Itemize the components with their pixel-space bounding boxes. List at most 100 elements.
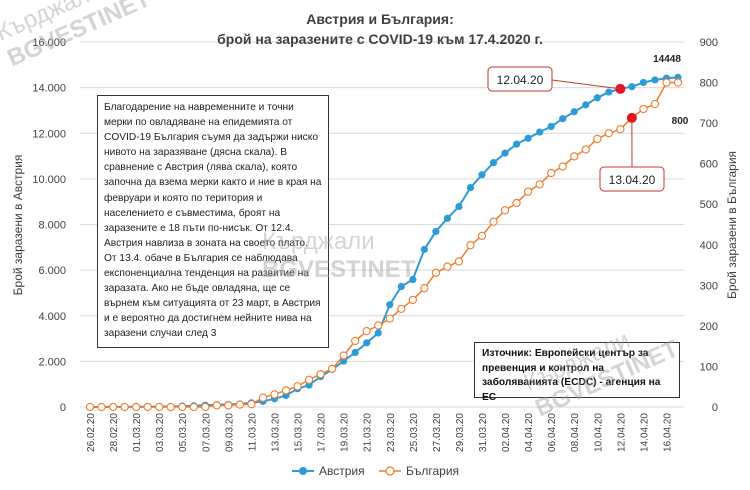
x-tick-label: 14.04.20	[639, 413, 650, 452]
x-tick-label: 05.03.20	[178, 413, 189, 452]
austria-data-point	[489, 159, 498, 167]
austria-data-point	[351, 348, 359, 357]
austria-data-point	[582, 101, 590, 109]
bulgaria-data-point	[639, 104, 648, 114]
callout-austria-box	[487, 66, 553, 92]
bulgaria-data-point	[477, 231, 487, 241]
bulgaria-data-point	[616, 125, 625, 134]
x-tick-label: 07.03.20	[201, 413, 212, 452]
x-tick-label: 08.04.20	[570, 413, 581, 452]
austria-data-point	[639, 78, 648, 87]
x-tick-label: 31.03.20	[478, 413, 489, 452]
bulgaria-data-point	[166, 402, 175, 412]
austria-data-point	[593, 94, 601, 102]
y-left-tick-label: 4.000	[38, 311, 66, 323]
austria-data-point	[363, 339, 371, 347]
x-tick-label: 29.03.20	[455, 413, 466, 452]
bulgaria-series-line	[90, 81, 678, 408]
x-tick-label: 25.03.20	[409, 413, 420, 452]
bulgaria-data-point	[327, 364, 337, 374]
callout-bulgaria-box	[599, 166, 665, 192]
y-left-tick-label: 0	[60, 402, 66, 414]
austria-data-point	[386, 301, 394, 309]
y-right-tick-label: 600	[700, 159, 718, 171]
bulgaria-data-point	[673, 78, 683, 87]
x-tick-label: 19.03.20	[340, 413, 351, 452]
legend-marker-bulgaria	[385, 466, 395, 476]
y-right-tick-label: 0	[712, 402, 718, 414]
x-tick-label: 09.03.20	[224, 413, 235, 452]
y-right-tick-label: 800	[700, 78, 718, 90]
bulgaria-data-point	[420, 284, 429, 293]
x-tick-label: 16.04.20	[662, 413, 673, 452]
chart-title-line2: брой на заразените с COVID-19 към 17.4.2…	[217, 31, 543, 47]
bulgaria-data-point	[593, 134, 602, 144]
austria-data-point	[559, 115, 567, 123]
x-tick-label: 21.03.20	[363, 413, 374, 452]
bulgaria-data-point	[650, 99, 660, 109]
legend-label-bulgaria: България	[406, 464, 459, 478]
bulgaria-data-point	[247, 400, 256, 409]
chart-title-line1: Австрия и България:	[306, 11, 454, 27]
bulgaria-data-point	[258, 393, 268, 402]
x-tick-label: 17.03.20	[317, 413, 328, 452]
y-right-tick-label: 200	[700, 321, 718, 333]
austria-data-point	[478, 171, 486, 179]
bulgaria-data-point	[131, 402, 141, 412]
bulgaria-data-point	[454, 257, 464, 266]
axes: 0 2.000 4.000 6.000 8.000 10.000 12.000 14.000 1…	[32, 37, 718, 452]
bulgaria-data-point	[339, 351, 348, 360]
bulgaria-data-point	[558, 162, 567, 171]
bulgaria-data-point	[281, 386, 291, 395]
bulgaria-data-point	[97, 402, 106, 412]
bulgaria-data-point	[535, 180, 544, 189]
x-tick-label: 23.03.20	[386, 413, 397, 452]
austria-data-point	[547, 122, 555, 131]
austria-data-point	[501, 149, 509, 157]
legend-marker-austria	[299, 467, 307, 475]
series	[85, 73, 683, 412]
bulgaria-end-label: 800	[672, 116, 689, 127]
austria-series-line	[90, 76, 679, 408]
austria-data-point	[455, 202, 463, 211]
bulgaria-data-point	[466, 241, 475, 250]
bulgaria-data-point	[523, 187, 533, 196]
y-right-tick-label: 500	[700, 199, 718, 211]
austria-data-point	[524, 134, 532, 142]
bulgaria-data-point	[374, 321, 383, 330]
bulgaria-data-point	[143, 402, 152, 412]
bulgaria-data-point	[385, 314, 394, 323]
austria-data-point	[340, 357, 348, 365]
bulgaria-data-point	[201, 402, 210, 412]
x-tick-label: 10.04.20	[593, 413, 604, 452]
austria-data-point	[512, 140, 521, 148]
austria-data-point	[651, 76, 659, 84]
source-box: Източник: Европейски център за превенция…	[474, 342, 680, 403]
x-tick-label: 12.04.20	[616, 413, 627, 452]
y-left-tick-label: 16.000	[32, 37, 66, 49]
legend-label-austria: Австрия	[319, 464, 365, 478]
bulgaria-data-point	[662, 78, 671, 87]
x-tick-label: 03.03.20	[155, 413, 166, 452]
x-tick-label: 27.03.20	[432, 413, 443, 452]
y-right-tick-label: 900	[700, 37, 718, 49]
austria-data-point	[570, 108, 578, 116]
bulgaria-data-point	[431, 268, 441, 277]
y-right-tick-label: 300	[700, 280, 718, 292]
austria-data-point	[432, 227, 440, 236]
y-left-tick-label: 14.000	[32, 83, 66, 95]
bulgaria-data-point	[570, 152, 579, 161]
x-tick-label: 02.04.20	[501, 413, 512, 452]
y-axis-left-label: Брой заразени в Австрия	[11, 155, 25, 296]
x-tick-label: 15.03.20	[294, 413, 305, 452]
x-tick-label: 06.04.20	[547, 413, 558, 452]
bulgaria-data-point	[293, 382, 302, 391]
y-right-tick-label: 100	[700, 361, 718, 373]
austria-data-point	[443, 214, 452, 222]
bulgaria-data-point	[604, 129, 613, 138]
bulgaria-data-point	[489, 217, 498, 226]
commentary-box: Благодарение на навременните и точни мер…	[97, 95, 329, 348]
bulgaria-data-point	[224, 401, 233, 410]
bulgaria-data-point	[212, 401, 221, 410]
